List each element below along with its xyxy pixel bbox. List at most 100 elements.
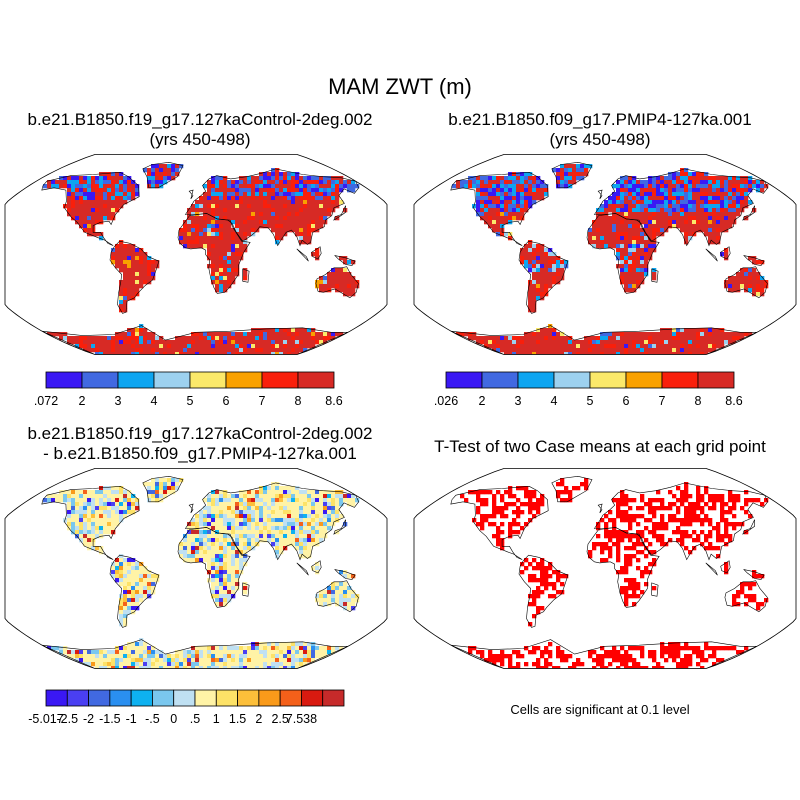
grid-cell <box>564 490 569 495</box>
grid-cell <box>91 220 96 225</box>
grid-cell <box>684 172 689 177</box>
grid-cell <box>59 498 64 503</box>
grid-cell <box>191 240 196 245</box>
grid-cell <box>608 332 613 337</box>
grid-cell <box>708 340 713 345</box>
grid-cell <box>167 164 172 169</box>
grid-cell <box>560 340 565 345</box>
grid-cell <box>111 192 116 197</box>
grid-cell <box>267 490 272 495</box>
grid-cell <box>271 526 276 531</box>
grid-cell <box>339 280 344 285</box>
grid-cell <box>71 188 76 193</box>
grid-cell <box>764 184 769 189</box>
grid-cell <box>299 650 304 655</box>
grid-cell <box>215 534 220 539</box>
grid-cell <box>540 280 545 285</box>
grid-cell <box>215 526 220 531</box>
grid-cell <box>155 490 160 495</box>
grid-cell <box>111 574 116 579</box>
grid-cell <box>131 602 136 607</box>
grid-cell <box>131 264 136 269</box>
grid-cell <box>235 256 240 261</box>
grid-cell <box>716 236 721 241</box>
grid-cell <box>307 550 312 555</box>
grid-cell <box>211 518 216 523</box>
grid-cell <box>319 196 324 201</box>
grid-cell <box>680 196 685 201</box>
grid-cell <box>295 486 300 491</box>
grid-cell <box>508 188 513 193</box>
grid-cell <box>500 216 505 221</box>
grid-cell <box>584 482 589 487</box>
grid-cell <box>263 204 268 209</box>
grid-cell <box>688 522 693 527</box>
grid-cell <box>263 328 268 333</box>
grid-cell <box>323 526 328 531</box>
grid-cell <box>119 200 124 205</box>
grid-cell <box>211 220 216 225</box>
grid-cell <box>287 506 292 511</box>
grid-cell <box>251 180 256 185</box>
grid-cell <box>311 542 316 547</box>
grid-cell <box>151 482 156 487</box>
grid-cell <box>283 176 288 181</box>
grid-cell <box>652 510 657 515</box>
grid-cell <box>227 650 232 655</box>
grid-cell <box>59 336 64 341</box>
grid-cell <box>127 288 132 293</box>
grid-cell <box>560 264 565 269</box>
grid-cell <box>339 332 344 337</box>
grid-cell <box>251 204 256 209</box>
grid-cell <box>327 184 332 189</box>
grid-cell <box>644 196 649 201</box>
grid-cell <box>540 336 545 341</box>
grid-cell <box>636 336 641 341</box>
grid-cell <box>247 646 252 651</box>
grid-cell <box>656 344 661 349</box>
grid-cell <box>648 204 653 209</box>
grid-cell <box>512 208 517 213</box>
grid-cell <box>183 232 188 237</box>
grid-cell <box>251 220 256 225</box>
grid-cell <box>524 566 529 571</box>
grid-cell <box>684 236 689 241</box>
grid-cell <box>520 192 525 197</box>
grid-cell <box>231 184 236 189</box>
grid-cell <box>263 530 268 535</box>
grid-cell <box>211 248 216 253</box>
grid-cell <box>255 184 260 189</box>
grid-cell <box>119 658 124 663</box>
grid-cell <box>239 176 244 181</box>
grid-cell <box>544 352 549 355</box>
grid-cell <box>235 216 240 221</box>
grid-cell <box>119 240 124 245</box>
grid-cell <box>688 332 693 337</box>
grid-cell <box>63 184 68 189</box>
grid-cell <box>351 602 356 607</box>
grid-cell <box>744 272 749 277</box>
grid-cell <box>87 494 92 499</box>
grid-cell <box>672 340 677 345</box>
grid-cell <box>716 328 721 333</box>
grid-cell <box>211 212 216 217</box>
grid-cell <box>335 188 340 193</box>
grid-cell <box>151 662 156 667</box>
grid-cell <box>227 514 232 519</box>
grid-cell <box>207 196 212 201</box>
grid-cell <box>251 200 256 205</box>
grid-cell <box>496 220 501 225</box>
grid-cell <box>536 498 541 503</box>
grid-cell <box>660 208 665 213</box>
grid-cell <box>712 176 717 181</box>
grid-cell <box>163 340 168 345</box>
grid-cell <box>199 236 204 241</box>
grid-cell <box>656 224 661 229</box>
grid-cell <box>79 534 84 539</box>
grid-cell <box>259 534 264 539</box>
grid-cell <box>271 332 276 337</box>
grid-cell <box>231 268 236 273</box>
grid-cell <box>656 208 661 213</box>
grid-cell <box>231 352 236 355</box>
grid-cell <box>520 176 525 181</box>
